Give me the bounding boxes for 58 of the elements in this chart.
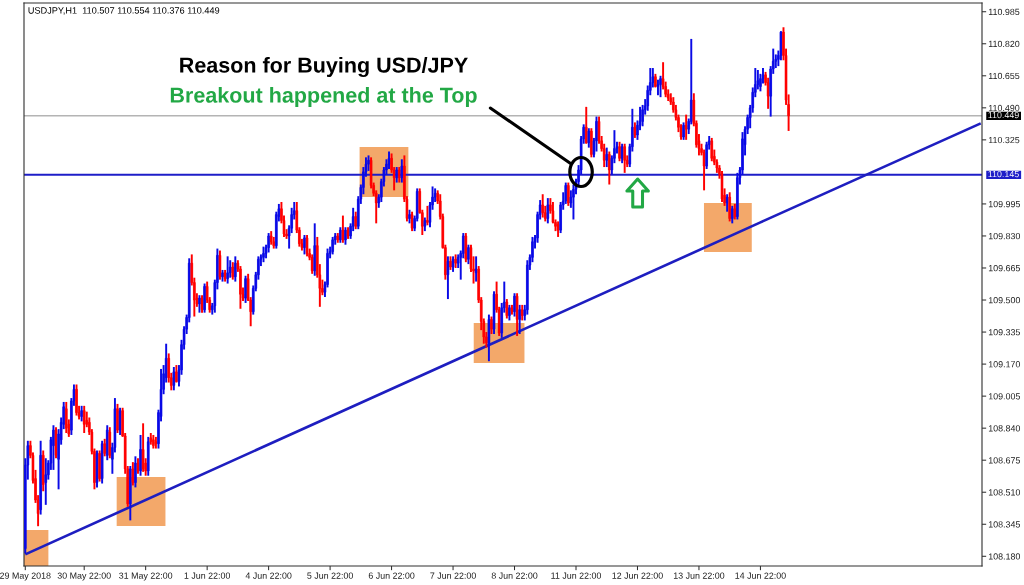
x-tick-label: 4 Jun 22:00 [245, 572, 292, 579]
candlestick [129, 466, 132, 521]
candlestick [262, 246, 265, 263]
y-tick-label: 109.830 [988, 232, 1021, 240]
candlestick [395, 167, 398, 183]
y-tick-label: 108.510 [988, 489, 1021, 496]
y-tick-label: 109.665 [988, 265, 1021, 272]
candlestick [454, 254, 457, 268]
annotation: Breakout happened at the Top [170, 86, 477, 108]
y-tick-label: 109.335 [988, 329, 1021, 336]
candlestick [141, 423, 145, 472]
candlestick [221, 269, 224, 282]
x-tick-label: 8 Jun 22:00 [491, 572, 538, 579]
x-tick-label: 13 Jun 22:00 [673, 572, 725, 579]
candlestick [39, 440, 42, 515]
chart-title: USDJPY,H1 110.507 110.554 110.376 110.449 [28, 7, 220, 15]
annotation: Reason for Buying USD/JPY [180, 56, 468, 78]
candlestick [654, 73, 657, 88]
y-tick-label: 110.820 [988, 40, 1020, 48]
y-tick-label: 110.490 [988, 104, 1020, 112]
candlestick [75, 384, 78, 416]
y-tick-label: 109.500 [988, 297, 1021, 304]
candlestick [331, 236, 334, 255]
x-tick-label: 12 Jun 22:00 [612, 572, 663, 579]
ref-line-label: 110.449 [988, 111, 1019, 119]
y-tick-label: 110.655 [988, 72, 1020, 80]
x-tick-label: 11 Jun 22:00 [551, 572, 602, 579]
x-tick-label: 31 May 22:00 [119, 572, 173, 581]
x-tick-label: 6 Jun 22:00 [368, 572, 415, 579]
y-tick-label: 108.180 [988, 553, 1021, 560]
candlestick [518, 304, 521, 334]
candlestick [659, 75, 662, 98]
y-tick-label: 109.995 [988, 200, 1021, 208]
y-tick-label: 110.325 [988, 136, 1020, 144]
candlestick [515, 293, 519, 336]
candlestick [98, 450, 101, 482]
x-tick-label: 7 Jun 22:00 [430, 572, 476, 579]
y-tick-label: 108.345 [988, 521, 1021, 528]
x-tick-label: 1 Jun 22:00 [184, 572, 231, 579]
candlestick [426, 205, 429, 226]
candlestick [154, 436, 158, 449]
candlestick [152, 434, 155, 449]
x-tick-label: 5 Jun 22:00 [307, 572, 353, 579]
candlestick [605, 147, 609, 168]
x-tick-label: 29 May 2018 [0, 572, 51, 581]
y-tick-label: 110.985 [988, 8, 1020, 16]
candlestick [408, 209, 411, 224]
candlestick [103, 438, 106, 457]
candlestick [684, 114, 688, 140]
y-tick-label: 109.170 [988, 361, 1021, 368]
candlestick [656, 79, 660, 96]
y-tick-label: 108.675 [988, 457, 1021, 464]
candlestick [354, 211, 357, 230]
y-tick-label: 109.005 [988, 393, 1021, 400]
ref-line-label: 110.145 [988, 170, 1019, 178]
x-tick-label: 14 Jun 22:00 [735, 572, 786, 579]
x-tick-label: 30 May 22:00 [57, 572, 111, 581]
y-tick-label: 108.840 [988, 425, 1021, 432]
